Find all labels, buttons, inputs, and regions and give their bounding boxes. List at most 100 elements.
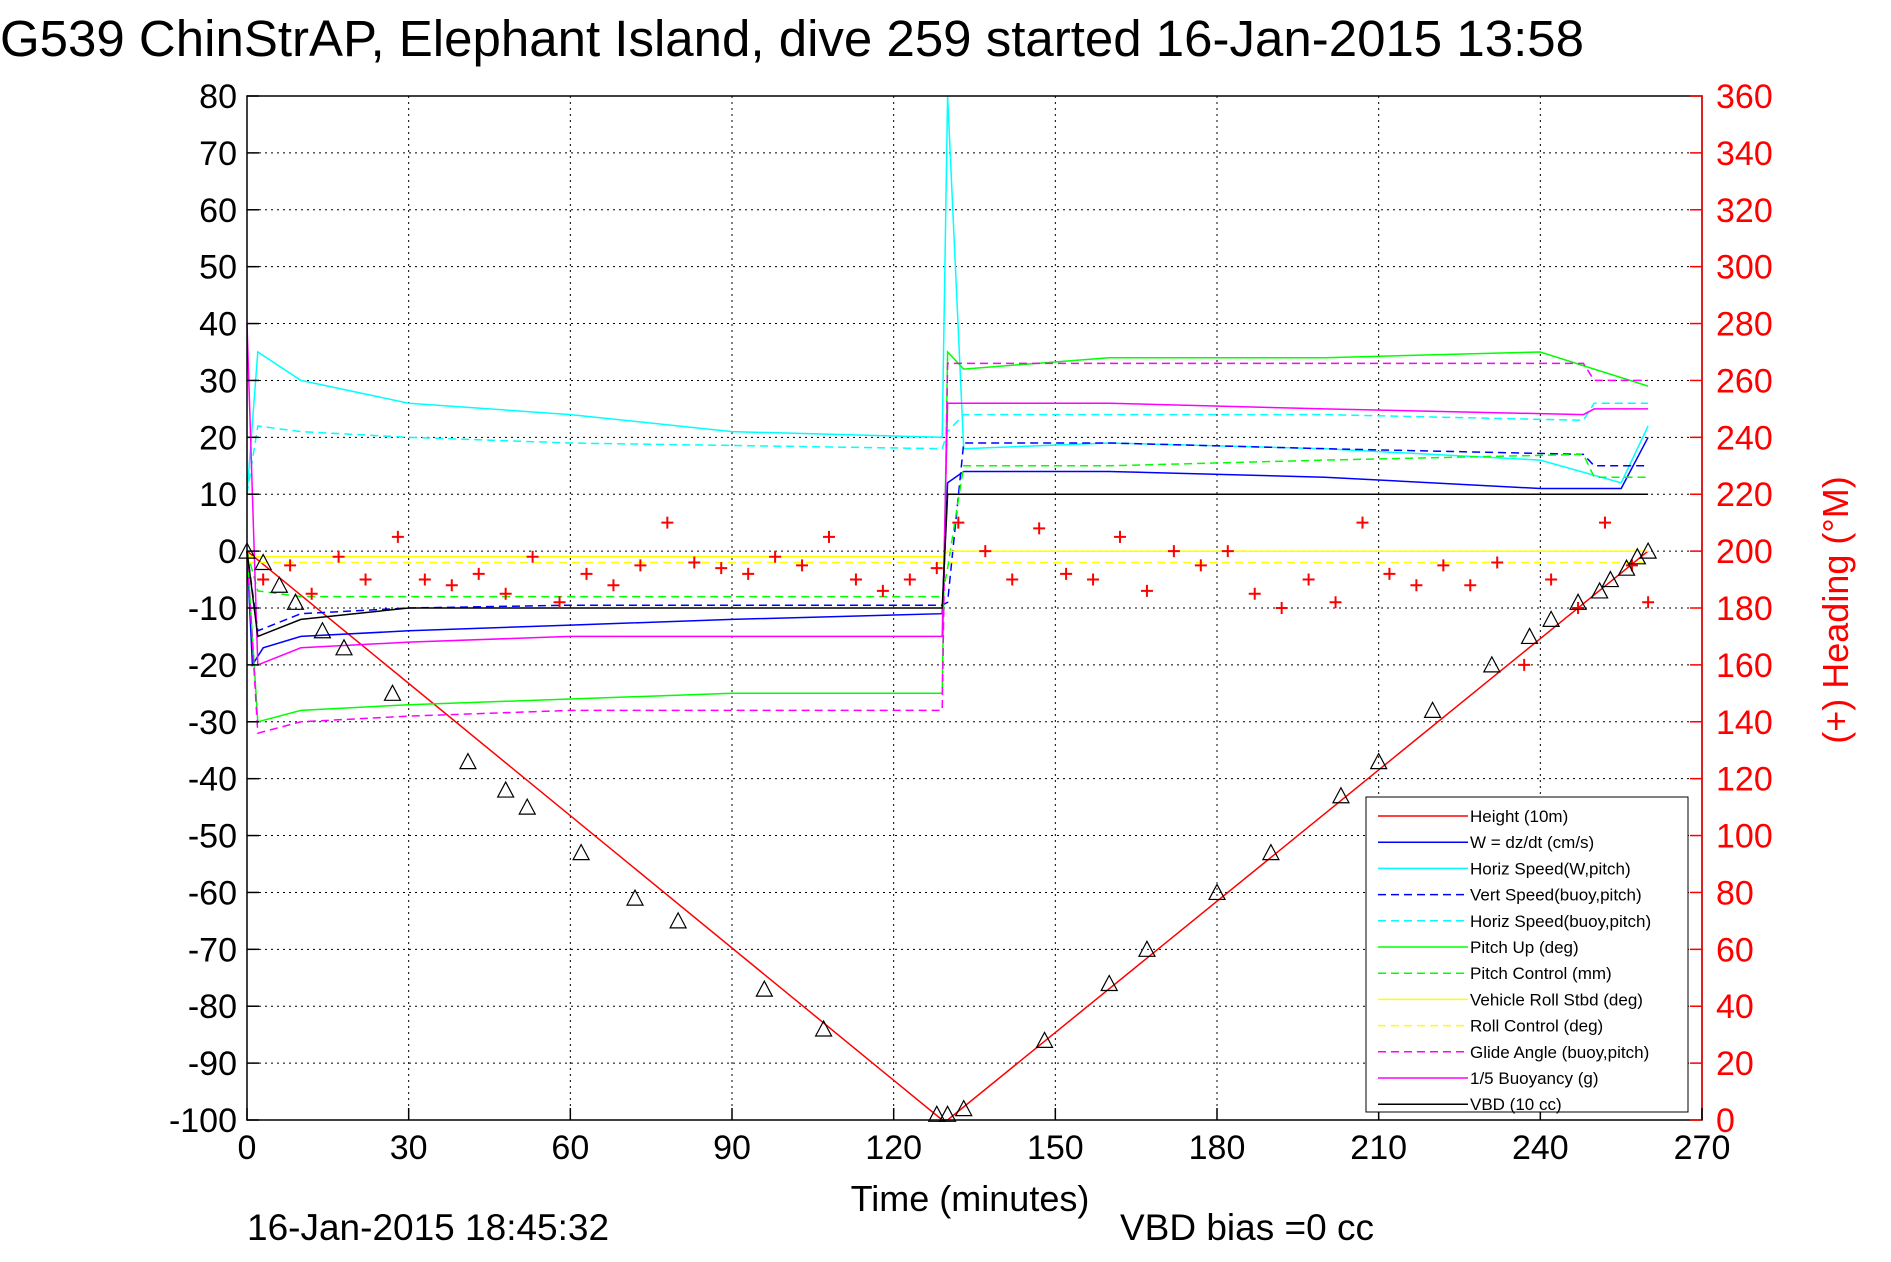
y-tick-label: 40 [199, 306, 237, 344]
heading-point [1383, 567, 1396, 580]
y-tick-label: 20 [199, 419, 237, 457]
y-right-tick-label: 280 [1716, 306, 1773, 344]
y-right-tick-label: 120 [1716, 761, 1773, 799]
legend-label: Horiz Speed(buoy,pitch) [1470, 912, 1651, 931]
depth-marker [626, 888, 644, 906]
depth-marker [927, 1105, 946, 1122]
depth-marker [1261, 843, 1280, 861]
depth-marker [496, 780, 515, 798]
heading-point [1194, 559, 1207, 572]
legend-label: VBD (10 cc) [1470, 1095, 1562, 1114]
depth-marker [518, 797, 537, 815]
depth-marker [669, 911, 688, 929]
depth-marker [1423, 701, 1442, 718]
heading-point [1060, 567, 1073, 580]
y-tick-label: -100 [169, 1102, 237, 1140]
heading-point [1518, 658, 1531, 671]
legend-label: Pitch Up (deg) [1470, 938, 1579, 957]
depth-marker [1482, 655, 1501, 673]
legend-label: Vert Speed(buoy,pitch) [1470, 886, 1642, 905]
depth-marker [1639, 541, 1658, 559]
footer-vbd-bias: VBD bias =0 cc [1120, 1207, 1374, 1248]
series-line [246, 442, 1649, 632]
heading-point [1248, 587, 1261, 600]
heading-point [1356, 516, 1369, 529]
depth-marker [458, 752, 477, 770]
legend-label: Glide Angle (buoy,pitch) [1470, 1043, 1649, 1062]
x-tick-label: 60 [551, 1129, 589, 1167]
y-right-tick-label: 260 [1716, 362, 1773, 400]
markers-layer [238, 516, 1658, 1122]
y-tick-label: -10 [188, 590, 237, 628]
y-right-tick-label: 100 [1716, 818, 1773, 856]
footer-timestamp: 16-Jan-2015 18:45:32 [247, 1207, 609, 1248]
heading-point [1599, 516, 1611, 529]
series-line [247, 550, 1649, 558]
x-tick-label: 240 [1512, 1129, 1569, 1167]
depth-marker [335, 638, 353, 656]
depth-marker [1617, 558, 1636, 576]
y-right-tick-label: 200 [1716, 533, 1773, 571]
y-right-tick-label: 80 [1716, 874, 1754, 912]
x-tick-label: 150 [1027, 1129, 1084, 1167]
heading-point [796, 559, 809, 572]
x-tick-label: 90 [713, 1129, 751, 1167]
y-right-tick-label: 40 [1716, 988, 1754, 1026]
x-tick-label: 270 [1674, 1129, 1731, 1167]
series-line [246, 453, 1649, 598]
heading-point [715, 562, 728, 575]
y-tick-label: -60 [188, 874, 237, 912]
heading-point [1545, 573, 1558, 586]
legend-label: Pitch Control (mm) [1470, 964, 1612, 983]
heading-point [1410, 579, 1423, 592]
depth-marker [755, 979, 774, 997]
x-axis: 0 30 60 90 120 150 180 210 240 270 [238, 1108, 1731, 1167]
y-tick-label: 50 [199, 249, 237, 287]
depth-marker [1569, 593, 1588, 610]
heading-point [688, 556, 701, 569]
heading-point [876, 584, 889, 597]
heading-point [1006, 573, 1019, 586]
depth-marker [1542, 610, 1561, 627]
heading-point [472, 567, 485, 580]
heading-point [580, 567, 593, 580]
depth-marker [1100, 974, 1119, 992]
depth-marker [1035, 1031, 1054, 1048]
y-right-tick-label: 60 [1716, 931, 1754, 969]
x-tick-label: 210 [1350, 1129, 1407, 1167]
heading-point [930, 562, 943, 575]
y-tick-label: 80 [199, 78, 237, 116]
depth-marker [1331, 786, 1350, 804]
heading-point [1572, 602, 1585, 614]
heading-point [1302, 573, 1315, 586]
y-tick-label: -40 [188, 761, 237, 799]
legend-box [1365, 796, 1689, 1113]
y-tick-label: 0 [218, 533, 237, 571]
series-layer [246, 95, 1649, 1121]
heading-point [1275, 602, 1288, 614]
depth-marker [254, 553, 273, 571]
y-tick-label: 70 [199, 135, 237, 173]
heading-point [661, 516, 674, 529]
heading-point [742, 567, 755, 580]
series-line [246, 95, 1649, 495]
heading-point [823, 530, 835, 543]
depth-marker [954, 1099, 973, 1117]
series-line [246, 323, 1649, 666]
heading-point [1140, 584, 1153, 597]
y-right-tick-label: 160 [1716, 647, 1773, 685]
heading-point [952, 516, 965, 529]
depth-marker [1208, 883, 1226, 901]
depth-marker [1590, 581, 1609, 599]
y-right-tick-label: 0 [1716, 1102, 1735, 1140]
depth-marker [1137, 940, 1156, 957]
heading-point [1464, 579, 1477, 592]
depth-marker [814, 1019, 833, 1037]
y-right-tick-label: 340 [1716, 135, 1773, 173]
y-right-tick-label: 320 [1716, 192, 1773, 230]
legend-label: W = dz/dt (cm/s) [1470, 833, 1594, 852]
heading-point [1033, 522, 1046, 535]
depth-marker [270, 575, 289, 593]
heading-point [526, 550, 539, 563]
y-right-tick-label: 300 [1716, 249, 1773, 287]
